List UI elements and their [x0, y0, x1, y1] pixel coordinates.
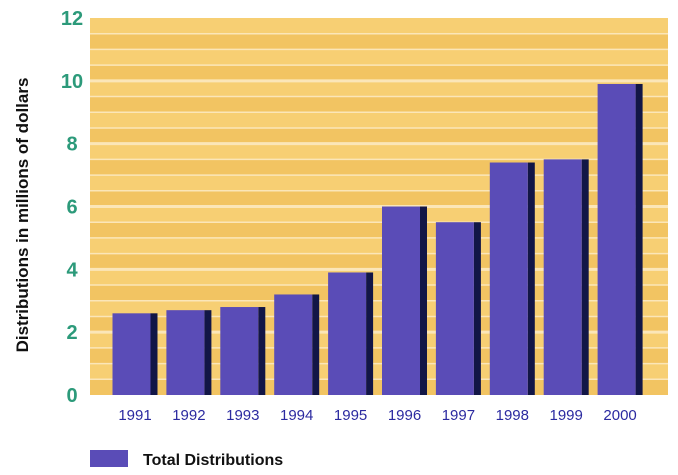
bar [166, 310, 205, 395]
y-tick-label: 12 [61, 8, 83, 30]
bar-side [527, 162, 535, 395]
x-tick-label: 1997 [442, 407, 475, 424]
x-tick-label: 1995 [334, 407, 367, 424]
bar-side [635, 83, 643, 395]
bar [112, 313, 151, 395]
legend-swatch [90, 450, 128, 467]
y-axis-ticks: 0 2 4 6 8 10 12 [61, 8, 83, 407]
x-tick-label: 1994 [280, 407, 313, 424]
bar-side [150, 313, 158, 395]
y-tick-label: 6 [66, 197, 77, 219]
y-tick-label: 10 [61, 71, 83, 93]
bar-side [473, 222, 481, 395]
x-tick-label: 1999 [550, 407, 583, 424]
bar-side [366, 272, 374, 395]
plot-stripe [90, 96, 668, 113]
bars [112, 83, 643, 395]
bar-side [312, 294, 320, 395]
y-tick-label: 8 [66, 134, 77, 156]
y-axis-label: Distributions in millions of dollars [13, 78, 32, 353]
bar-side [420, 206, 427, 395]
bar [435, 222, 474, 395]
plot-stripe [90, 127, 668, 144]
bar [543, 159, 582, 395]
y-tick-label: 0 [66, 385, 77, 407]
legend-label: Total Distributions [143, 452, 283, 469]
x-axis-ticks: 1991 1992 1993 1994 1995 1996 1997 1998 1999 2000 [118, 407, 636, 424]
y-tick-label: 4 [66, 259, 78, 281]
bar-side [581, 159, 589, 395]
bar [597, 83, 636, 395]
y-tick-label: 2 [66, 322, 77, 344]
bar [382, 206, 420, 395]
x-tick-label: 1993 [226, 407, 259, 424]
bar [489, 162, 528, 395]
x-tick-label: 1991 [118, 407, 151, 424]
bar [328, 272, 367, 395]
x-tick-label: 2000 [603, 407, 636, 424]
bar [274, 294, 313, 395]
x-tick-label: 1996 [388, 407, 421, 424]
plot-stripe [90, 65, 668, 81]
x-tick-label: 1992 [172, 407, 205, 424]
x-tick-label: 1998 [496, 407, 529, 424]
bar-side [258, 307, 266, 395]
bar-side [204, 310, 212, 395]
plot-stripe [90, 33, 668, 50]
bar [220, 307, 259, 395]
